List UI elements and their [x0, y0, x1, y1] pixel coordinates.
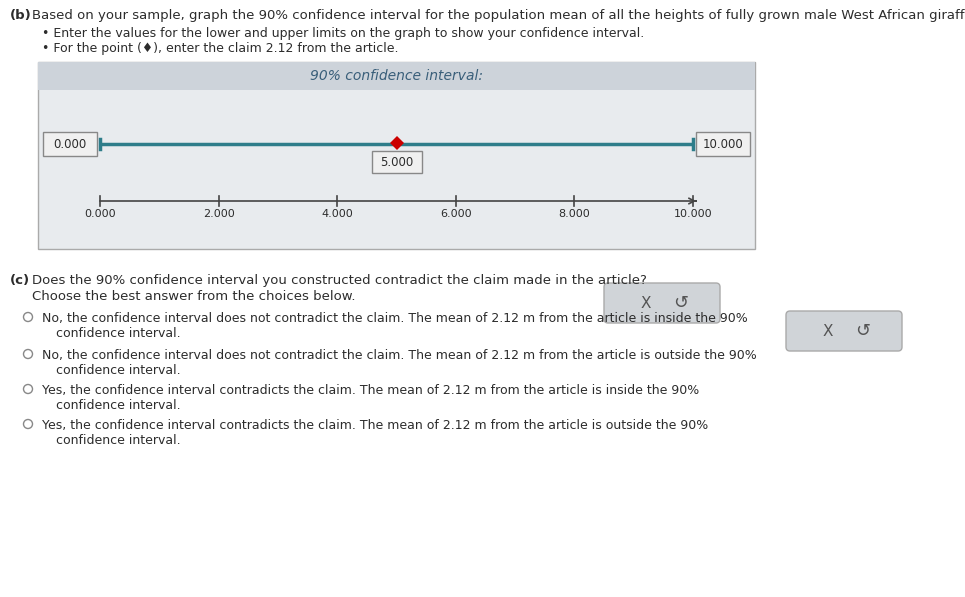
- Text: confidence interval.: confidence interval.: [56, 434, 180, 447]
- Text: X: X: [822, 324, 833, 338]
- FancyBboxPatch shape: [38, 62, 755, 90]
- Text: X: X: [641, 296, 651, 310]
- FancyBboxPatch shape: [786, 311, 902, 351]
- Text: 10.000: 10.000: [674, 209, 712, 219]
- Text: confidence interval.: confidence interval.: [56, 364, 180, 377]
- Text: Yes, the confidence interval contradicts the claim. The mean of 2.12 m from the : Yes, the confidence interval contradicts…: [42, 384, 700, 397]
- Text: • Enter the values for the lower and upper limits on the graph to show your conf: • Enter the values for the lower and upp…: [42, 27, 645, 40]
- Text: confidence interval.: confidence interval.: [56, 399, 180, 412]
- Text: Choose the best answer from the choices below.: Choose the best answer from the choices …: [32, 290, 355, 303]
- Text: Yes, the confidence interval contradicts the claim. The mean of 2.12 m from the : Yes, the confidence interval contradicts…: [42, 419, 708, 432]
- Text: 4.000: 4.000: [321, 209, 353, 219]
- FancyBboxPatch shape: [372, 151, 422, 173]
- FancyBboxPatch shape: [604, 283, 720, 323]
- Text: 0.000: 0.000: [84, 209, 116, 219]
- Text: 10.000: 10.000: [703, 137, 743, 150]
- Text: (b): (b): [10, 9, 32, 22]
- Text: 8.000: 8.000: [559, 209, 591, 219]
- Text: (c): (c): [10, 274, 30, 287]
- Text: ↺: ↺: [673, 294, 688, 312]
- FancyBboxPatch shape: [696, 132, 750, 156]
- Text: No, the confidence interval does not contradict the claim. The mean of 2.12 m fr: No, the confidence interval does not con…: [42, 349, 757, 362]
- Text: 0.000: 0.000: [53, 137, 87, 150]
- Text: Does the 90% confidence interval you constructed contradict the claim made in th: Does the 90% confidence interval you con…: [32, 274, 647, 287]
- Text: • For the point (♦), enter the claim 2.12 from the article.: • For the point (♦), enter the claim 2.1…: [42, 42, 399, 55]
- Text: 5.000: 5.000: [380, 155, 413, 168]
- Text: ↺: ↺: [855, 322, 869, 340]
- Text: 90% confidence interval:: 90% confidence interval:: [310, 69, 483, 83]
- Text: 6.000: 6.000: [440, 209, 472, 219]
- FancyBboxPatch shape: [38, 62, 755, 249]
- FancyBboxPatch shape: [43, 132, 97, 156]
- Text: confidence interval.: confidence interval.: [56, 327, 180, 340]
- Text: No, the confidence interval does not contradict the claim. The mean of 2.12 m fr: No, the confidence interval does not con…: [42, 312, 748, 325]
- Text: 2.000: 2.000: [203, 209, 234, 219]
- Text: Based on your sample, graph the 90% confidence interval for the population mean : Based on your sample, graph the 90% conf…: [32, 9, 965, 22]
